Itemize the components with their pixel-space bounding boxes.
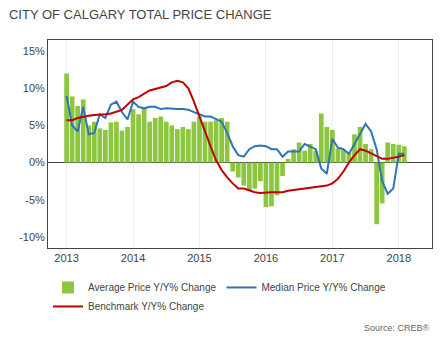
svg-text:2014: 2014 (121, 252, 145, 264)
svg-text:Benchmark Y/Y% Change: Benchmark Y/Y% Change (88, 301, 204, 312)
svg-text:2013: 2013 (54, 252, 78, 264)
svg-text:0%: 0% (29, 156, 45, 168)
svg-text:2016: 2016 (254, 252, 278, 264)
svg-text:2015: 2015 (187, 252, 211, 264)
svg-text:15%: 15% (23, 45, 45, 57)
svg-text:-5%: -5% (25, 194, 45, 206)
svg-text:-10%: -10% (19, 231, 45, 243)
svg-text:Average Price Y/Y% Change: Average Price Y/Y% Change (88, 282, 216, 293)
svg-text:5%: 5% (29, 119, 45, 131)
svg-text:2017: 2017 (320, 252, 344, 264)
svg-text:10%: 10% (23, 82, 45, 94)
svg-text:Median Price Y/Y% Change: Median Price Y/Y% Change (261, 282, 385, 293)
svg-text:Source: CREB®: Source: CREB® (364, 323, 430, 333)
svg-text:CITY OF CALGARY TOTAL PRICE CH: CITY OF CALGARY TOTAL PRICE CHANGE (9, 7, 272, 22)
svg-text:2018: 2018 (387, 252, 411, 264)
